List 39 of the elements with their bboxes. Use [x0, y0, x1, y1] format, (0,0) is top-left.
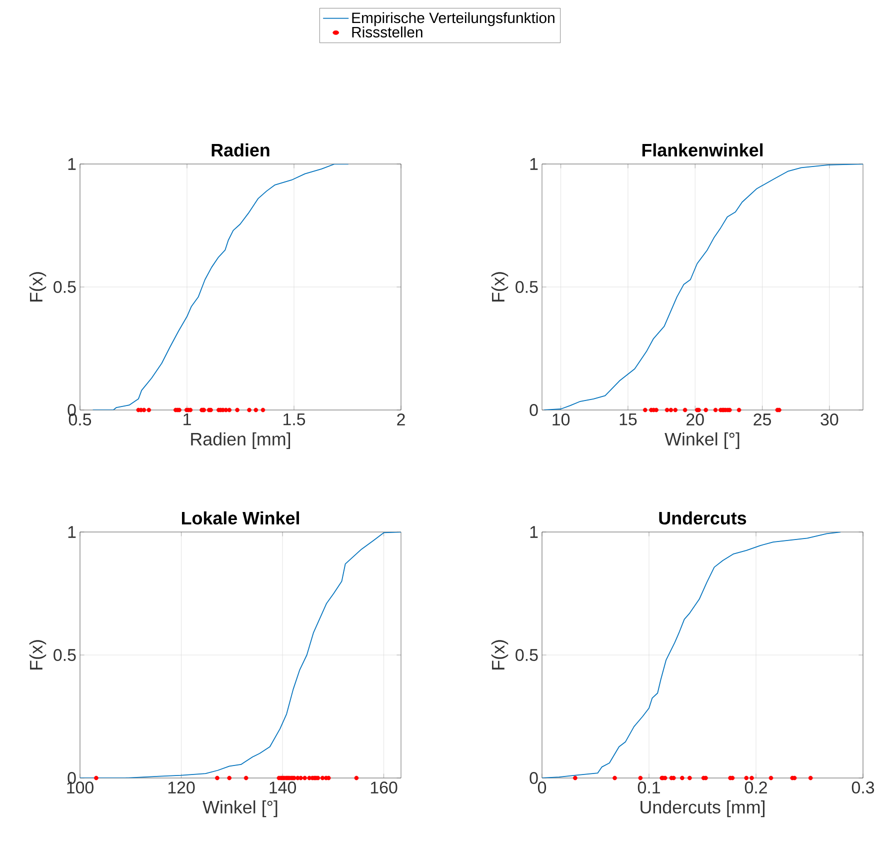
y-tick-label: 1 — [68, 526, 76, 538]
y-tick-label: 1 — [530, 158, 538, 170]
x-tick-label: 140 — [270, 782, 296, 794]
x-tick-label: 2 — [397, 414, 405, 426]
chart-title: Lokale Winkel — [182, 511, 299, 524]
chart-title: Flankenwinkel — [642, 143, 763, 156]
y-tick-label: 0.5 — [54, 649, 76, 661]
y-axis-title: F(x) — [491, 640, 508, 670]
y-tick-label: 0.5 — [54, 280, 76, 293]
legend-label: Empirische Verteilungsfunktion — [352, 12, 554, 26]
x-tick-label: 100 — [67, 782, 94, 794]
legend-label: Rissstellen — [352, 26, 422, 38]
x-axis-title: Winkel [°] — [202, 800, 278, 818]
x-tick-label: 160 — [370, 782, 398, 794]
x-tick-label: 0.1 — [638, 782, 660, 794]
chart-title: Undercuts — [659, 511, 746, 524]
y-tick-label: 0 — [530, 772, 538, 784]
x-tick-label: 30 — [820, 414, 838, 426]
x-tick-label: 1 — [184, 414, 191, 426]
x-tick-label: 0.2 — [744, 782, 767, 794]
chart-title: Radien — [212, 143, 270, 156]
x-tick-label: 120 — [168, 782, 195, 794]
y-axis-title: F(x) — [29, 640, 46, 670]
y-tick-label: 0.5 — [516, 649, 538, 661]
y-tick-label: 1 — [68, 158, 76, 170]
y-tick-label: 0 — [530, 404, 538, 416]
y-tick-label: 1 — [530, 526, 538, 538]
x-tick-label: 10 — [552, 414, 570, 426]
y-tick-label: 0.5 — [516, 280, 538, 293]
x-tick-label: 0.3 — [852, 782, 874, 794]
x-axis-title: Radien [mm] — [191, 432, 290, 450]
x-axis-title: Winkel [°] — [664, 432, 740, 450]
x-tick-label: 1.5 — [284, 414, 306, 426]
x-tick-label: 20 — [686, 414, 704, 426]
x-axis-title: Undercuts [mm] — [640, 800, 764, 818]
y-axis-title: F(x) — [491, 272, 508, 302]
y-axis-title: F(x) — [29, 272, 46, 302]
x-tick-label: 15 — [620, 414, 637, 426]
x-tick-label: 25 — [754, 414, 771, 426]
